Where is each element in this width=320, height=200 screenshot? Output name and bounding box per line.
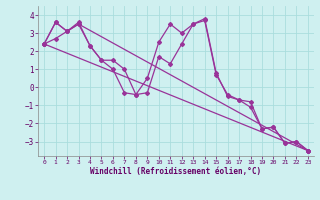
X-axis label: Windchill (Refroidissement éolien,°C): Windchill (Refroidissement éolien,°C) [91, 167, 261, 176]
